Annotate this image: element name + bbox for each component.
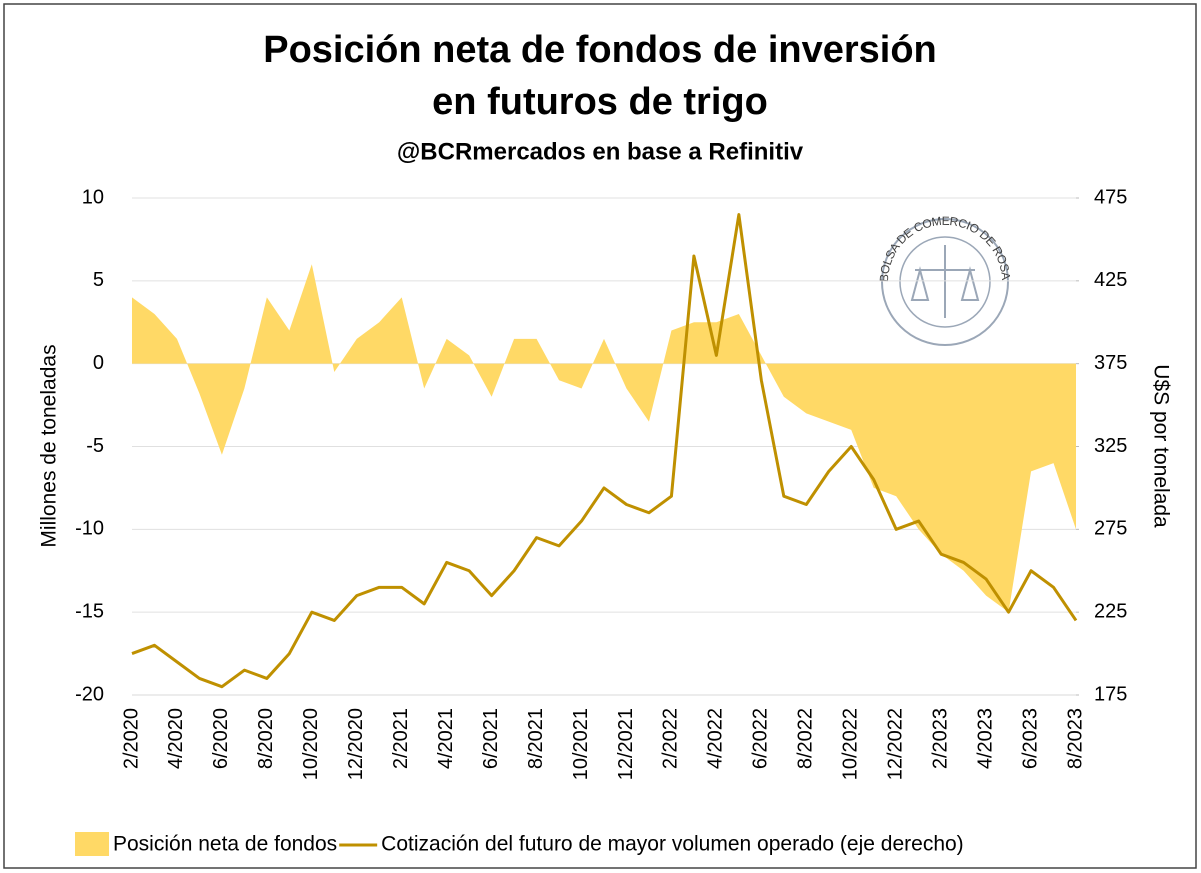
y2-tick-label: 425 (1094, 269, 1127, 291)
x-tick-label: 6/2023 (1019, 708, 1041, 769)
plot (131, 197, 1079, 696)
y2-axis-label: U$S por tonelada (1149, 364, 1172, 528)
legend-swatch (75, 832, 109, 856)
x-tick-label: 10/2022 (840, 708, 862, 780)
y-tick-label: -5 (86, 435, 104, 457)
x-tick-label: 8/2021 (525, 708, 547, 769)
x-tick-label: 4/2020 (165, 708, 187, 769)
area (132, 264, 1076, 613)
x-tick-label: 8/2020 (255, 708, 277, 769)
x-tick-label: 2/2023 (929, 708, 951, 769)
y2-tick-label: 375 (1094, 352, 1127, 374)
x-tick-label: 4/2021 (435, 708, 457, 769)
y2-tick-label: 275 (1094, 518, 1127, 540)
line (131, 213, 1078, 689)
x-tick-label: 4/2022 (705, 708, 727, 769)
legend-label: Posición neta de fondos (113, 833, 337, 856)
y-tick-label: 5 (93, 269, 104, 291)
y-tick-label: -10 (75, 518, 104, 540)
y2-tick-label: 225 (1094, 600, 1127, 622)
legend-label: Cotización del futuro de mayor volumen o… (381, 833, 964, 856)
y2-tick-label: 325 (1094, 435, 1127, 457)
x-tick-label: 10/2021 (570, 708, 592, 780)
y-tick-label: -15 (75, 600, 104, 622)
x-tick-label: 12/2022 (884, 708, 906, 780)
x-tick-label: 6/2021 (480, 708, 502, 769)
y-tick-label: -20 (75, 683, 104, 705)
x-tick-label: 6/2022 (750, 708, 772, 769)
chart-title: en futuros de trigo (432, 81, 768, 123)
y-axis-label: Millones de toneladas (38, 344, 61, 547)
chart-title: Posición neta de fondos de inversión (263, 29, 937, 71)
x-tick-label: 12/2020 (345, 708, 367, 780)
y-tick-label: 10 (82, 186, 104, 208)
x-tick-label: 2/2022 (660, 708, 682, 769)
x-tick-label: 10/2020 (300, 708, 322, 780)
x-tick-label: 6/2020 (210, 708, 232, 769)
x-tick-label: 8/2022 (795, 708, 817, 769)
y-tick-label: 0 (93, 352, 104, 374)
x-tick-label: 4/2023 (974, 708, 996, 769)
chart-subtitle: @BCRmercados en base a Refinitiv (397, 138, 804, 165)
x-tick-label: 2/2021 (390, 708, 412, 769)
x-tick-label: 8/2023 (1064, 708, 1086, 769)
y2-tick-label: 475 (1094, 186, 1127, 208)
x-tick-label: 12/2021 (615, 708, 637, 780)
x-tick-label: 2/2020 (120, 708, 142, 769)
y2-tick-label: 175 (1094, 683, 1127, 705)
